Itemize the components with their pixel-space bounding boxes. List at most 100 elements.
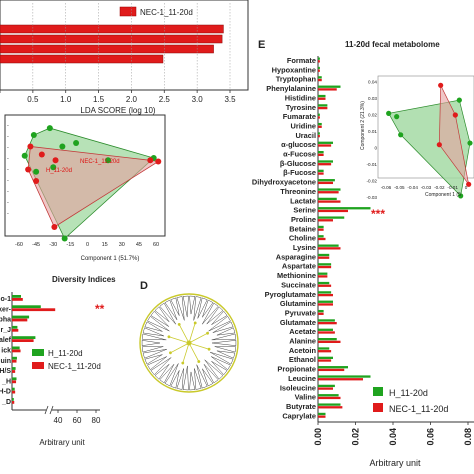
diversity-bar-h xyxy=(12,367,16,370)
metabolome-bar-h xyxy=(318,347,330,350)
diversity-bar-nec xyxy=(12,370,16,373)
metabolome-bar-nec xyxy=(318,284,332,287)
metabolome-bar-nec xyxy=(318,265,332,269)
cladogram-clade xyxy=(176,368,184,390)
lda-x-label: LDA SCORE (log 10) xyxy=(80,106,155,115)
metabolome-bar-nec xyxy=(318,303,333,306)
metabolome-bar-nec xyxy=(318,406,343,409)
pca-x-ticks: -60 -45 -30 -15 0 15 30 45 60 xyxy=(15,242,159,248)
metabolome-bar-nec xyxy=(318,322,337,325)
diversity-bar-h xyxy=(12,305,41,309)
pls-x-tick-label: -0.06 xyxy=(381,185,392,190)
diversity-index-label: H/S xyxy=(0,368,11,375)
pls-x-tick-label: -0.05 xyxy=(394,185,405,190)
metabolome-significance: *** xyxy=(371,207,385,221)
metabolite-label: Caprylate xyxy=(282,411,316,420)
metabolome-bar-nec xyxy=(318,200,341,203)
metabolome-bar-h xyxy=(318,66,320,70)
diversity-bar-h xyxy=(12,346,20,350)
metabolome-bar-h xyxy=(318,76,322,79)
metabolite-label: Betaine xyxy=(289,224,316,233)
diversity-bar-nec xyxy=(12,308,56,312)
metabolite-label: Glutamine xyxy=(280,299,316,308)
pca-label-h: H_11-20d xyxy=(46,168,72,174)
cladogram-branch xyxy=(178,324,190,344)
metabolome-bar-h xyxy=(318,328,333,331)
pls-y-tick-label: 0.01 xyxy=(368,129,377,134)
cladogram-clade xyxy=(142,348,167,359)
diversity-x-tick-label: 60 xyxy=(73,416,82,425)
metabolome-bar-nec xyxy=(318,60,320,63)
pca-x-tick-label: -30 xyxy=(49,242,57,248)
cladogram-clade xyxy=(147,356,167,371)
metabolome-bar-nec xyxy=(318,191,339,194)
diversity-index-label: o-1 xyxy=(1,296,12,303)
lda-bar xyxy=(0,34,223,44)
metabolome-panel: E 11-20d fecal metabolome FormateHypoxan… xyxy=(252,39,474,468)
cladogram-clade xyxy=(212,321,234,333)
metabolome-bar-h xyxy=(318,188,341,191)
pca-y-tick-mark: - xyxy=(7,123,9,129)
metabolite-label: Formate xyxy=(287,56,316,65)
cladogram-node xyxy=(197,360,201,363)
pca-panel: H_11-20d NEC-1_11-20d -60 -45 -30 -15 0 15 30 4… xyxy=(4,114,166,262)
cladogram-clade xyxy=(164,363,179,387)
metabolite-label: Asparagine xyxy=(276,252,316,261)
cladogram-clade xyxy=(159,302,176,325)
metabolome-x-label: Arbitrary unit xyxy=(369,458,421,468)
pca-x-tick-label: 15 xyxy=(102,242,108,248)
lda-panel: NEC-1_11-20d 0.5 1.0 1.5 2.0 2.5 3.0 3.5 LDA S… xyxy=(0,0,249,115)
metabolome-bar-h xyxy=(318,291,332,294)
cladogram-panel: D xyxy=(139,280,239,393)
metabolite-label: Tryptophan xyxy=(276,75,317,84)
lda-bars xyxy=(0,24,224,64)
metabolome-bar-h xyxy=(318,356,333,359)
pca-point-h xyxy=(105,157,112,164)
metabolite-label: Glutamate xyxy=(280,318,316,327)
metabolome-bar-nec xyxy=(318,415,326,418)
metabolite-label: Fumarate xyxy=(283,112,316,121)
pls-x-tick-label: -0.01 xyxy=(447,185,458,190)
pca-point-nec xyxy=(155,158,162,165)
metabolome-bar-h xyxy=(318,104,328,107)
metabolome-bar-h xyxy=(318,113,320,116)
pls-x-tick-label: -0.03 xyxy=(421,185,432,190)
pca-point-nec xyxy=(38,151,45,158)
pca-x-tick-label: 45 xyxy=(136,242,142,248)
metabolome-bar-h xyxy=(318,253,330,257)
pca-y-tick-mark: - xyxy=(7,211,9,217)
pca-point-h xyxy=(50,164,57,171)
panel-e-label: E xyxy=(258,39,265,51)
pca-point-h xyxy=(46,125,53,132)
cladogram-clade xyxy=(202,302,219,325)
pca-y-tick-mark: - xyxy=(7,167,9,173)
metabolite-label: Acetate xyxy=(289,327,316,336)
cladogram-clade xyxy=(154,363,170,380)
metabolome-bar-nec xyxy=(318,340,341,343)
cladogram-branch xyxy=(188,342,200,362)
metabolome-bar-h xyxy=(318,132,320,135)
metabolite-label: Succinate xyxy=(281,280,316,289)
diversity-index-label: uin xyxy=(1,358,12,365)
metabolome-bar-h xyxy=(318,179,335,182)
metabolome-bar-h xyxy=(318,244,339,247)
metabolome-bar-h xyxy=(318,272,328,275)
metabolome-x-tick-label: 0.02 xyxy=(351,428,361,446)
pls-x-label: Component 1 (5 xyxy=(425,192,461,198)
diversity-bar-nec xyxy=(12,390,16,394)
cladogram-clade xyxy=(141,333,167,341)
metabolite-label: Lysine xyxy=(293,243,316,252)
metabolome-bar-nec xyxy=(318,387,333,390)
diversity-legend-nec-swatch xyxy=(32,362,44,369)
metabolite-label: Aspartate xyxy=(282,262,316,271)
metabolite-label: β-Glucose xyxy=(280,159,316,168)
diversity-bar-nec xyxy=(12,318,28,322)
metabolome-bar-nec xyxy=(318,228,324,231)
pca-x-tick-label: -15 xyxy=(66,242,74,248)
pca-point-nec xyxy=(25,166,32,173)
cladogram-clade xyxy=(193,296,202,321)
cladogram-clade xyxy=(144,354,163,365)
